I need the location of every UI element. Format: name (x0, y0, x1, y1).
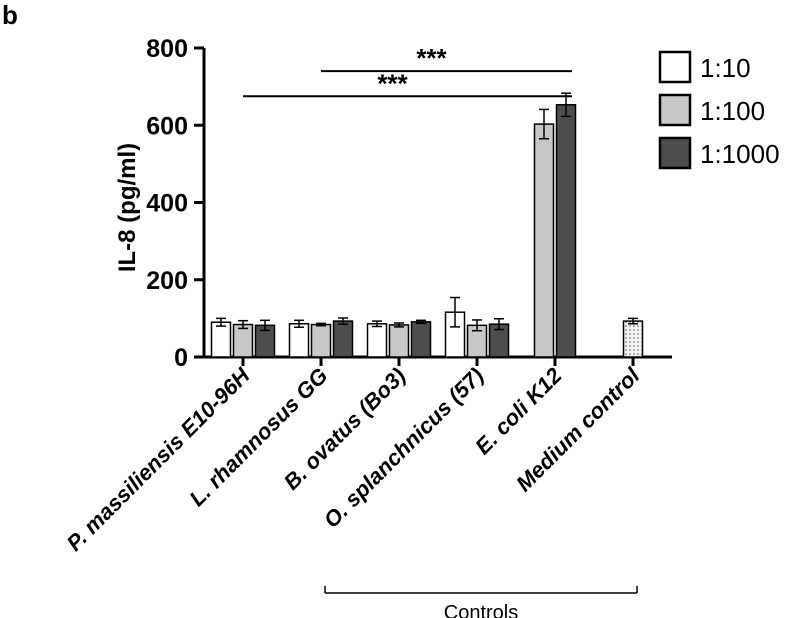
y-tick-label: 0 (174, 344, 188, 372)
panel-label: b (2, 0, 18, 30)
legend-label: 1:10 (700, 53, 751, 83)
legend-label: 1:100 (700, 96, 765, 126)
bar (210, 321, 232, 358)
bar (332, 320, 354, 358)
bar (310, 323, 332, 358)
y-tick-label: 200 (146, 267, 188, 295)
bar (232, 323, 254, 358)
axes: 0 200 400 600 800 IL-8 (pg/ml) (114, 35, 672, 372)
significance-annotations: *** *** (243, 43, 572, 98)
bar (555, 104, 577, 358)
y-axis-label: IL-8 (pg/ml) (114, 143, 141, 272)
bar (622, 320, 644, 358)
bracket-label: Controls (444, 602, 518, 618)
legend: 1:10 1:100 1:1000 (658, 50, 780, 170)
bar (388, 324, 410, 358)
legend-label: 1:1000 (700, 139, 780, 169)
legend-swatch (658, 136, 692, 170)
bar (533, 123, 555, 358)
x-tick-label: O. splanchnicus (57) (319, 363, 489, 533)
bar (288, 323, 310, 358)
y-tick-label: 800 (146, 35, 188, 63)
bars (210, 92, 644, 358)
significance-stars: *** (416, 43, 447, 73)
y-tick-label: 400 (146, 190, 188, 218)
legend-swatch (658, 93, 692, 127)
x-tick-label: L. rhamnosus GG (184, 363, 332, 511)
significance-stars: *** (377, 68, 408, 98)
bar (410, 321, 432, 358)
legend-swatch (658, 50, 692, 84)
y-tick-label: 600 (146, 112, 188, 140)
controls-bracket: Controls (324, 586, 638, 618)
bar (366, 323, 388, 358)
